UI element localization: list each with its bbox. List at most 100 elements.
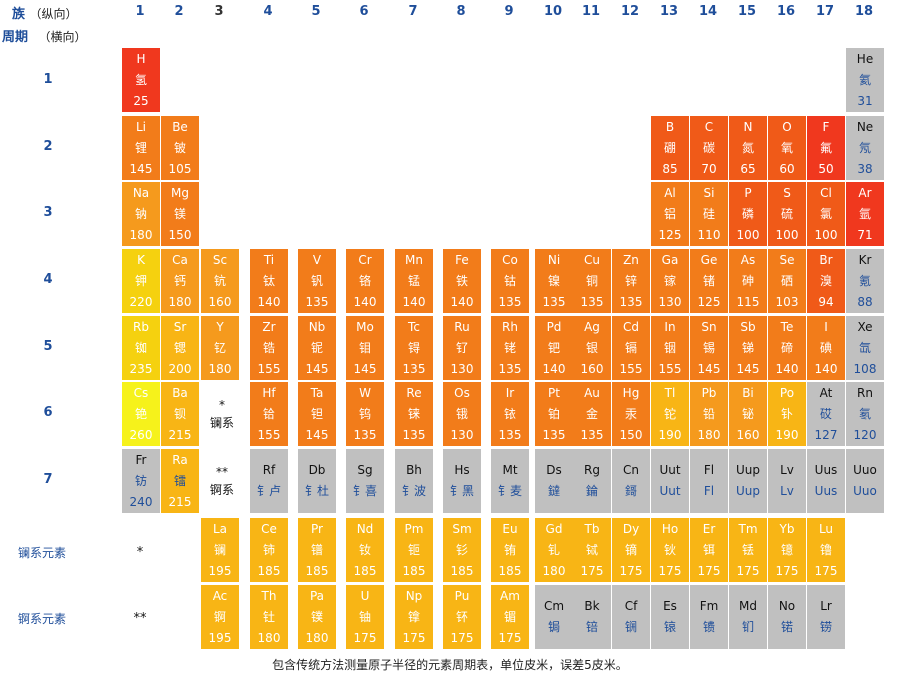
element-symbol: Tc	[408, 319, 420, 334]
element-cell-lv: Lv Lv	[768, 449, 806, 513]
element-cell-s: S 硫 100	[768, 182, 806, 246]
period-number-7: 7	[43, 472, 53, 487]
element-name: 锑	[741, 340, 754, 355]
element-radius: 185	[450, 563, 474, 578]
element-name: 锰	[407, 273, 420, 288]
element-symbol: Re	[406, 385, 422, 400]
element-symbol: Uuo	[853, 463, 877, 477]
element-name: 镅	[503, 609, 516, 624]
element-symbol: Pa	[309, 588, 325, 603]
element-symbol: Dy	[622, 521, 640, 536]
element-cell-fl: Fl Fl	[690, 449, 728, 513]
element-cell-sm: Sm 钐 185	[443, 518, 481, 582]
element-cell-uup: Uup Uup	[729, 449, 767, 513]
element-cell-sn: Sn 锡 145	[690, 316, 728, 380]
element-name: 锝	[407, 340, 420, 355]
element-name: 钾	[134, 273, 147, 288]
element-name: 碲	[780, 340, 793, 355]
element-name: 镨	[310, 542, 323, 557]
element-cell-lr: Lr 铹	[807, 585, 845, 649]
element-cell-ga: Ga 镓 130	[651, 249, 689, 313]
element-radius: 180	[257, 630, 281, 645]
element-cell-mn: Mn 锰 140	[395, 249, 433, 313]
element-radius: 105	[168, 161, 192, 176]
element-symbol: N	[743, 119, 753, 134]
element-cell-be: Be 铍 105	[161, 116, 199, 180]
element-name: 钒	[310, 273, 323, 288]
element-symbol: Tl	[664, 385, 676, 400]
element-symbol: Ra	[172, 452, 188, 467]
element-cell-re: Re 铼 135	[395, 382, 433, 446]
element-symbol: Rb	[133, 319, 149, 334]
element-radius: 135	[580, 427, 604, 442]
element-radius: 175	[498, 630, 522, 645]
element-radius: 120	[853, 427, 877, 442]
element-symbol: Sm	[452, 521, 472, 536]
element-name: 铀	[358, 609, 371, 624]
element-name: 钆	[547, 542, 560, 557]
group-number-6: 6	[359, 4, 369, 19]
element-radius: 185	[498, 563, 522, 578]
element-name: 钫	[134, 473, 147, 488]
element-radius: 65	[740, 161, 756, 176]
element-symbol: Ce	[261, 521, 277, 536]
element-cell-h: H 氢 25	[122, 48, 160, 112]
element-cell-cd: Cd 镉 155	[612, 316, 650, 380]
element-symbol: Tb	[584, 521, 600, 536]
element-symbol: Bi	[742, 385, 754, 400]
element-radius: 50	[818, 161, 834, 176]
element-cell-tl: Tl 铊 190	[651, 382, 689, 446]
element-symbol: Md	[739, 599, 757, 613]
element-name: 氩	[858, 206, 871, 221]
element-cell-hg: Hg 汞 150	[612, 382, 650, 446]
element-name: 氯	[819, 206, 832, 221]
element-name: 铬	[358, 273, 371, 288]
element-cell-in: In 铟 155	[651, 316, 689, 380]
period-number-6: 6	[43, 405, 53, 420]
element-symbol: B	[665, 119, 675, 134]
element-radius: 31	[857, 93, 873, 108]
element-name: 镥	[819, 542, 832, 557]
period-header: 周期 （横向）	[2, 26, 87, 45]
element-cell-na: Na 钠 180	[122, 182, 160, 246]
element-radius: 145	[736, 361, 760, 376]
element-name: 镧	[213, 542, 226, 557]
element-symbol: Lv	[780, 463, 794, 477]
element-cell-es: Es 锿	[651, 585, 689, 649]
element-symbol: Es	[663, 599, 677, 613]
group-number-9: 9	[504, 4, 514, 19]
element-radius: 110	[697, 227, 721, 242]
element-radius: 135	[353, 427, 377, 442]
element-cell-po: Po 钋 190	[768, 382, 806, 446]
element-radius: 185	[353, 563, 377, 578]
element-symbol: Ni	[547, 252, 561, 267]
element-name: 锌	[624, 273, 637, 288]
element-symbol: Y	[216, 319, 224, 334]
element-radius: 127	[814, 427, 838, 442]
element-cell-tm: Tm 铥 175	[729, 518, 767, 582]
element-radius: 175	[402, 630, 426, 645]
element-radius: 160	[736, 427, 760, 442]
element-name: 镓	[663, 273, 676, 288]
element-cell-v: V 钒 135	[298, 249, 336, 313]
group-header: 族 （纵向）	[12, 3, 78, 22]
element-name: 铕	[503, 542, 516, 557]
group-number-18: 18	[854, 4, 874, 19]
element-cell-hs: Hs 钅黑	[443, 449, 481, 513]
period-number-2: 2	[43, 139, 53, 154]
element-symbol: Ac	[212, 588, 228, 603]
group-number-10: 10	[543, 4, 563, 19]
element-symbol: Pt	[548, 385, 560, 400]
element-name: 锆	[262, 340, 275, 355]
element-cell-kr: Kr 氪 88	[846, 249, 884, 313]
element-radius: 175	[814, 563, 838, 578]
element-cell-uus: Uus Uus	[807, 449, 845, 513]
element-cell-pu: Pu 钚 175	[443, 585, 481, 649]
element-cell-uut: Uut Uut	[651, 449, 689, 513]
element-name: Uut	[659, 484, 681, 498]
element-cell-pd: Pd 钯 140	[535, 316, 573, 380]
element-symbol: Nb	[308, 319, 326, 334]
element-name: 钷	[407, 542, 420, 557]
element-name: 鎶	[624, 484, 637, 498]
element-radius: 190	[658, 427, 682, 442]
